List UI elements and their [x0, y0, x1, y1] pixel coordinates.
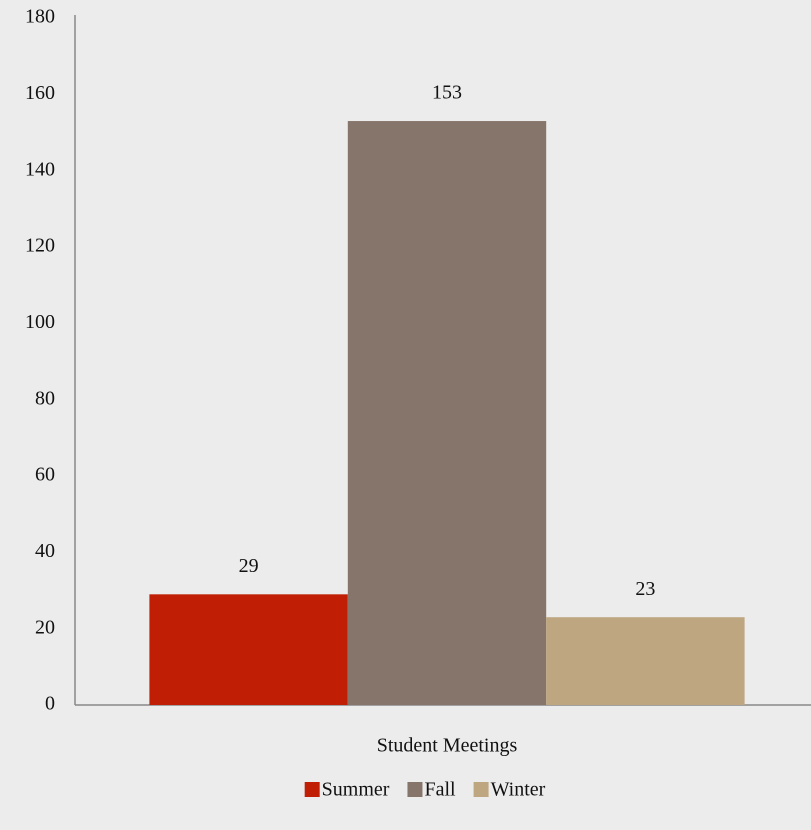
data-label: 29 [239, 555, 259, 577]
legend-label: Fall [424, 779, 456, 801]
legend-label: Winter [491, 779, 546, 801]
bar [546, 617, 745, 705]
data-label: 153 [432, 82, 462, 104]
bar [347, 121, 547, 706]
y-tick-label: 160 [25, 82, 55, 104]
y-tick-label: 80 [35, 387, 55, 409]
y-tick-label: 40 [35, 540, 55, 562]
y-tick-label: 140 [25, 158, 55, 180]
y-tick-label: 120 [25, 235, 55, 257]
legend-label: Summer [322, 779, 390, 801]
y-tick-label: 20 [35, 616, 55, 638]
y-tick-label: 180 [25, 6, 55, 28]
x-tick-label: Student Meetings [377, 735, 518, 757]
legend-swatch [473, 782, 489, 797]
y-tick-label: 0 [45, 693, 55, 715]
data-label: 23 [635, 578, 655, 600]
legend-swatch [407, 782, 423, 797]
y-tick-label: 100 [25, 311, 55, 333]
legend-swatch [304, 782, 320, 797]
y-tick-label: 60 [35, 464, 55, 486]
bar [149, 594, 348, 705]
